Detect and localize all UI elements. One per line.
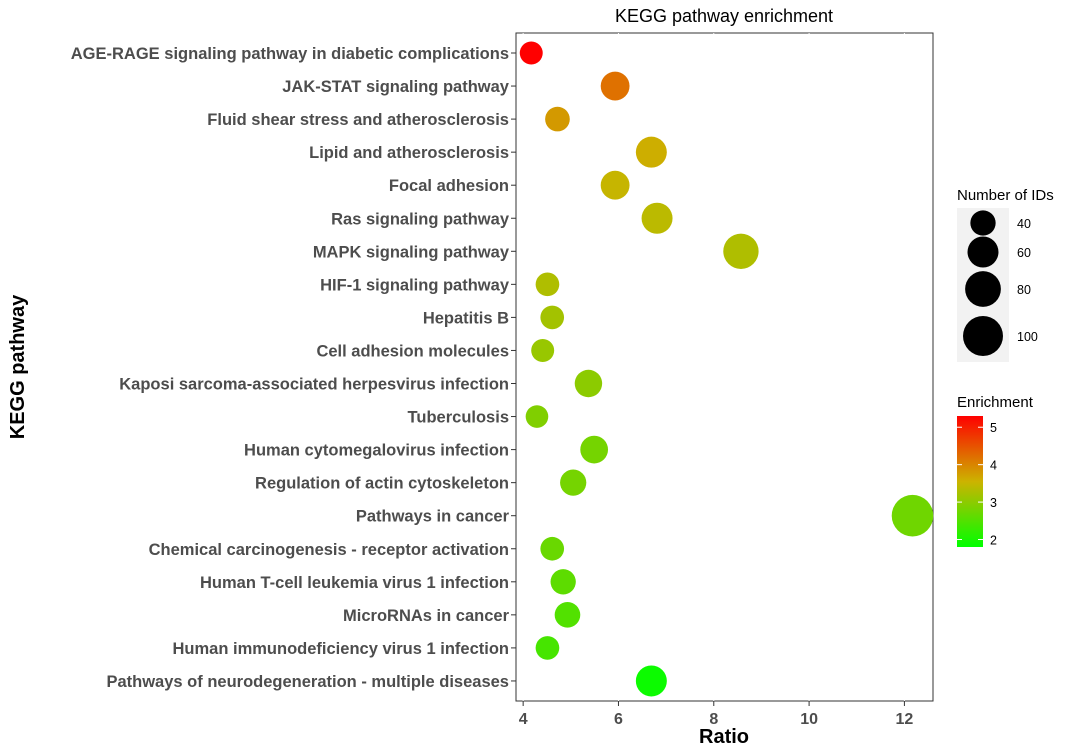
pathway-point bbox=[891, 494, 934, 537]
pathway-point bbox=[635, 665, 667, 697]
x-axis-title: Ratio bbox=[699, 726, 749, 748]
pathway-label: Pathways in cancer bbox=[356, 508, 510, 526]
pathway-point bbox=[600, 71, 630, 101]
pathway-point bbox=[525, 405, 549, 428]
color-legend-title: Enrichment bbox=[957, 394, 1034, 411]
pathway-label: MAPK signaling pathway bbox=[313, 243, 510, 261]
pathway-label: Cell adhesion molecules bbox=[316, 342, 509, 360]
size-legend-circle bbox=[963, 316, 1003, 356]
size-legend-circle bbox=[965, 271, 1001, 307]
y-axis: AGE-RAGE signaling pathway in diabetic c… bbox=[71, 45, 516, 691]
pathway-point bbox=[560, 469, 587, 496]
data-points bbox=[519, 41, 934, 697]
pathway-label: Ras signaling pathway bbox=[331, 210, 510, 228]
pathway-label: JAK-STAT signaling pathway bbox=[282, 78, 510, 96]
pathway-point bbox=[531, 338, 555, 362]
pathway-label: MicroRNAs in cancer bbox=[343, 607, 510, 625]
pathway-point bbox=[574, 369, 603, 398]
pathway-point bbox=[535, 636, 560, 660]
pathway-label: AGE-RAGE signaling pathway in diabetic c… bbox=[71, 45, 509, 63]
size-legend: Number of IDs 40 60 80 100 bbox=[957, 187, 1054, 362]
size-legend-label: 80 bbox=[1017, 283, 1031, 297]
pathway-label: Regulation of actin cytoskeleton bbox=[255, 475, 509, 493]
size-legend-label: 40 bbox=[1017, 217, 1031, 231]
size-legend-circle bbox=[967, 236, 999, 268]
pathway-point bbox=[519, 41, 543, 65]
pathway-label: Fluid shear stress and atherosclerosis bbox=[207, 111, 509, 129]
x-tick-label: 8 bbox=[709, 711, 718, 728]
color-legend-bar bbox=[957, 416, 983, 547]
plot-panel bbox=[515, 32, 934, 702]
pathway-point bbox=[641, 202, 673, 234]
pathway-label: Chemical carcinogenesis - receptor activ… bbox=[149, 541, 509, 559]
pathway-point bbox=[723, 233, 759, 269]
pathway-point bbox=[535, 272, 560, 297]
pathway-label: Pathways of neurodegeneration - multiple… bbox=[106, 673, 509, 691]
pathway-label: Human T-cell leukemia virus 1 infection bbox=[200, 574, 509, 592]
color-legend-label: 3 bbox=[990, 496, 997, 510]
y-axis-title: KEGG pathway bbox=[7, 294, 29, 439]
pathway-point bbox=[540, 305, 565, 330]
pathway-label: Human immunodeficiency virus 1 infection bbox=[173, 640, 510, 658]
pathway-point bbox=[540, 536, 565, 561]
chart-title: KEGG pathway enrichment bbox=[615, 6, 833, 26]
pathway-label: Focal adhesion bbox=[389, 177, 509, 195]
pathway-label: Tuberculosis bbox=[408, 409, 509, 427]
color-legend-label: 2 bbox=[990, 534, 997, 548]
size-legend-label: 100 bbox=[1017, 330, 1038, 344]
x-tick-label: 4 bbox=[519, 711, 528, 728]
pathway-label: Hepatitis B bbox=[423, 309, 509, 327]
pathway-label: Kaposi sarcoma-associated herpesvirus in… bbox=[119, 376, 509, 394]
pathway-point bbox=[635, 136, 667, 168]
pathway-point bbox=[580, 435, 609, 464]
size-legend-label: 60 bbox=[1017, 246, 1031, 260]
x-tick-label: 12 bbox=[896, 711, 914, 728]
pathway-point bbox=[554, 602, 581, 628]
pathway-label: Human cytomegalovirus infection bbox=[244, 442, 509, 460]
x-tick-label: 6 bbox=[614, 711, 623, 728]
x-tick-label: 10 bbox=[800, 711, 818, 728]
pathway-point bbox=[600, 170, 630, 200]
color-legend-label: 4 bbox=[990, 459, 997, 473]
pathway-label: HIF-1 signaling pathway bbox=[320, 276, 510, 294]
x-axis: 4 6 8 10 12 bbox=[519, 701, 914, 728]
grid-lines bbox=[522, 33, 905, 701]
color-legend: Enrichment 2 3 4 5 bbox=[957, 394, 1034, 548]
color-legend-label: 5 bbox=[990, 421, 997, 435]
pathway-label: Lipid and atherosclerosis bbox=[309, 144, 509, 162]
pathway-point bbox=[545, 106, 570, 132]
size-legend-title: Number of IDs bbox=[957, 187, 1054, 204]
pathway-point bbox=[550, 569, 576, 595]
size-legend-circle bbox=[970, 210, 996, 236]
